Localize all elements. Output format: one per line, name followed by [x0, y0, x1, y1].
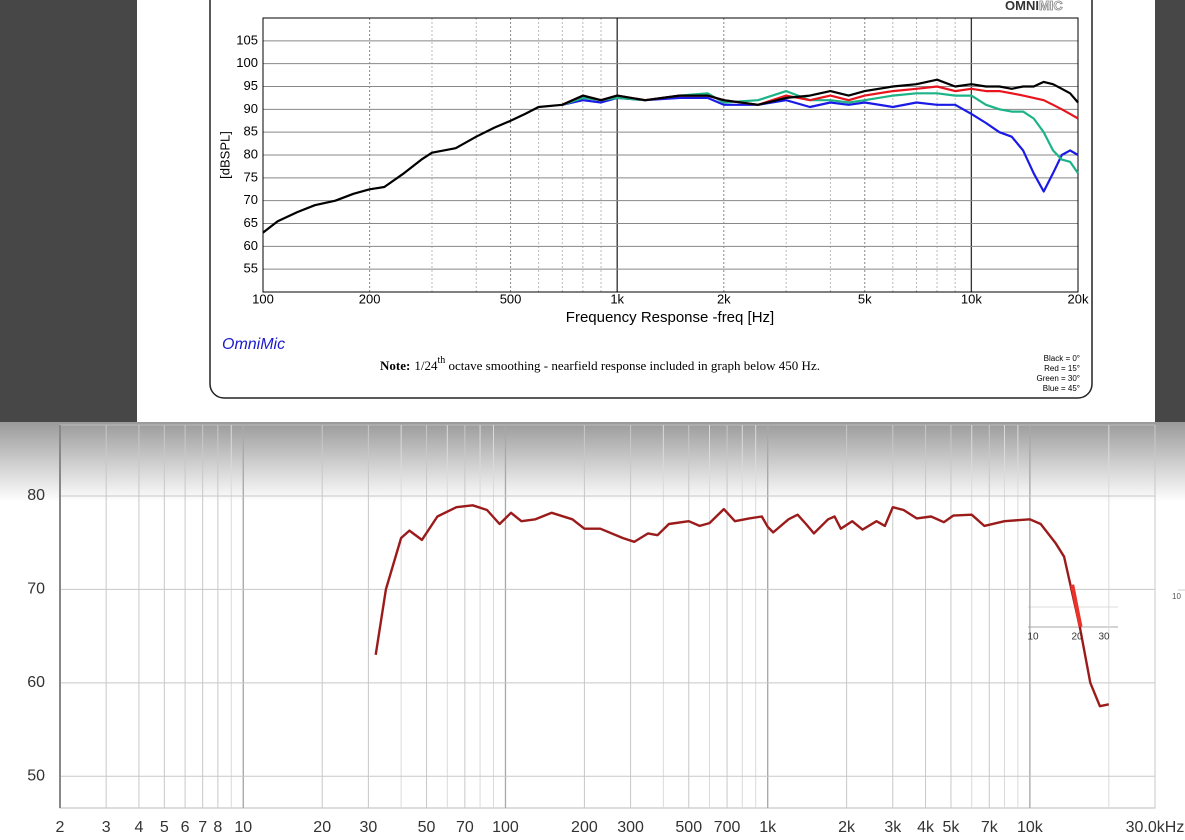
y-tick-label: 60 — [244, 238, 258, 253]
x-tick-label: 500 — [675, 819, 702, 836]
logo: OMNIMIC — [1005, 0, 1063, 13]
x-tick-label: 30.0kHz — [1126, 819, 1185, 836]
legend-entry: Red = 15° — [1044, 364, 1080, 373]
x-tick-label: 100 — [252, 291, 274, 306]
shadow — [0, 422, 1185, 502]
x-tick-label: 7 — [198, 819, 207, 836]
legend-entry: Green = 30° — [1037, 374, 1080, 383]
x-tick-label: 5 — [160, 819, 169, 836]
x-tick-label: 5k — [858, 291, 872, 306]
x-tick-label: 700 — [714, 819, 741, 836]
y-tick-label: 80 — [244, 146, 258, 161]
y-tick-label: 50 — [27, 767, 45, 784]
x-tick-label: 1k — [610, 291, 624, 306]
x-tick-label: 20k — [1068, 291, 1089, 306]
inset-tick-label: 30 — [1098, 632, 1110, 643]
y-tick-label: 60 — [27, 674, 45, 691]
y-tick-label: 75 — [244, 169, 258, 184]
x-tick-label: 10 — [234, 819, 252, 836]
x-tick-label: 70 — [456, 819, 474, 836]
inset-tick-label: 10 — [1027, 632, 1039, 643]
x-tick-label: 4k — [917, 819, 935, 836]
y-tick-label: 55 — [244, 261, 258, 276]
series-line — [262, 78, 1079, 234]
x-tick-label: 1k — [759, 819, 777, 836]
x-tick-label: 500 — [500, 291, 522, 306]
x-tick-label: 3k — [884, 819, 902, 836]
x-tick-label: 6 — [181, 819, 190, 836]
legend-entry: Blue = 45° — [1043, 384, 1080, 393]
brand: OmniMic — [222, 336, 285, 353]
x-tick-label: 2 — [56, 819, 65, 836]
x-tick-label: 50 — [418, 819, 436, 836]
x-tick-label: 5k — [943, 819, 961, 836]
x-tick-label: 200 — [359, 291, 381, 306]
x-tick-label: 7k — [981, 819, 999, 836]
x-tick-label: 200 — [571, 819, 598, 836]
x-tick-label: 300 — [617, 819, 644, 836]
x-tick-label: 30 — [359, 819, 377, 836]
y-tick-label: 100 — [236, 55, 258, 70]
y-tick-label: 70 — [244, 192, 258, 207]
x-tick-label: 2k — [838, 819, 856, 836]
x-tick-label: 100 — [492, 819, 519, 836]
note-superscript: th — [437, 355, 445, 366]
x-tick-label: 20 — [313, 819, 331, 836]
edge-label: 10 — [1172, 592, 1181, 601]
y-tick-label: 70 — [27, 581, 45, 598]
inset-tick-label: 20 — [1071, 632, 1083, 643]
note-text: 1/24 — [414, 358, 438, 373]
y-tick-label: 85 — [244, 124, 258, 139]
y-tick-label: 80 — [27, 487, 45, 504]
y-tick-label: 65 — [244, 215, 258, 230]
x-tick-label: 4 — [134, 819, 143, 836]
x-axis-label: Frequency Response -freq [Hz] — [566, 309, 774, 326]
logo-bold: OMNI — [1005, 0, 1039, 13]
note-label: Note: — [380, 358, 410, 373]
y-tick-label: 90 — [244, 101, 258, 116]
y-tick-label: 95 — [244, 78, 258, 93]
x-tick-label: 8 — [213, 819, 222, 836]
x-tick-label: 10k — [961, 291, 982, 306]
note-text: octave smoothing - nearfield response in… — [445, 358, 820, 373]
logo-light: MIC — [1039, 0, 1063, 13]
x-tick-label: 10k — [1017, 819, 1044, 836]
highlight-line — [1070, 584, 1083, 628]
y-axis-label: [dBSPL] — [217, 131, 232, 179]
x-tick-label: 3 — [102, 819, 111, 836]
inset — [1028, 598, 1118, 646]
legend-entry: Black = 0° — [1044, 354, 1080, 363]
series-line — [562, 96, 1079, 193]
x-tick-label: 2k — [717, 291, 731, 306]
note: Note: 1/24th octave smoothing - nearfield… — [380, 355, 820, 373]
response-line — [374, 504, 1110, 708]
y-tick-label: 105 — [236, 32, 258, 47]
